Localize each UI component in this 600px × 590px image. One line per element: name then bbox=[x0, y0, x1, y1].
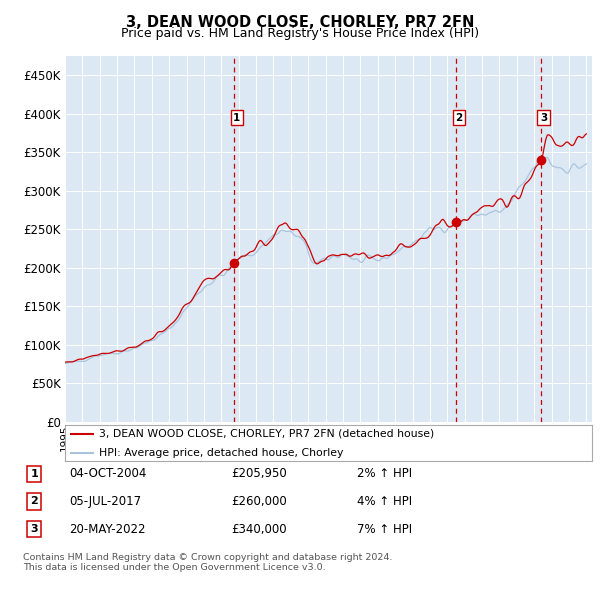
Text: Price paid vs. HM Land Registry's House Price Index (HPI): Price paid vs. HM Land Registry's House … bbox=[121, 27, 479, 40]
Text: 2% ↑ HPI: 2% ↑ HPI bbox=[357, 467, 412, 480]
Text: 3: 3 bbox=[31, 525, 38, 534]
Text: 04-OCT-2004: 04-OCT-2004 bbox=[69, 467, 146, 480]
Text: 05-JUL-2017: 05-JUL-2017 bbox=[69, 495, 141, 508]
Text: £260,000: £260,000 bbox=[231, 495, 287, 508]
Text: HPI: Average price, detached house, Chorley: HPI: Average price, detached house, Chor… bbox=[99, 448, 343, 458]
Text: This data is licensed under the Open Government Licence v3.0.: This data is licensed under the Open Gov… bbox=[23, 563, 325, 572]
Text: 2: 2 bbox=[455, 113, 463, 123]
Text: 7% ↑ HPI: 7% ↑ HPI bbox=[357, 523, 412, 536]
Text: 4% ↑ HPI: 4% ↑ HPI bbox=[357, 495, 412, 508]
Text: Contains HM Land Registry data © Crown copyright and database right 2024.: Contains HM Land Registry data © Crown c… bbox=[23, 553, 392, 562]
Text: 20-MAY-2022: 20-MAY-2022 bbox=[69, 523, 146, 536]
Text: 2: 2 bbox=[31, 497, 38, 506]
Text: 3: 3 bbox=[540, 113, 547, 123]
Text: 3, DEAN WOOD CLOSE, CHORLEY, PR7 2FN: 3, DEAN WOOD CLOSE, CHORLEY, PR7 2FN bbox=[126, 15, 474, 30]
Text: 3, DEAN WOOD CLOSE, CHORLEY, PR7 2FN (detached house): 3, DEAN WOOD CLOSE, CHORLEY, PR7 2FN (de… bbox=[99, 429, 434, 439]
Text: £205,950: £205,950 bbox=[231, 467, 287, 480]
Text: £340,000: £340,000 bbox=[231, 523, 287, 536]
Text: 1: 1 bbox=[233, 113, 241, 123]
Text: 1: 1 bbox=[31, 469, 38, 478]
